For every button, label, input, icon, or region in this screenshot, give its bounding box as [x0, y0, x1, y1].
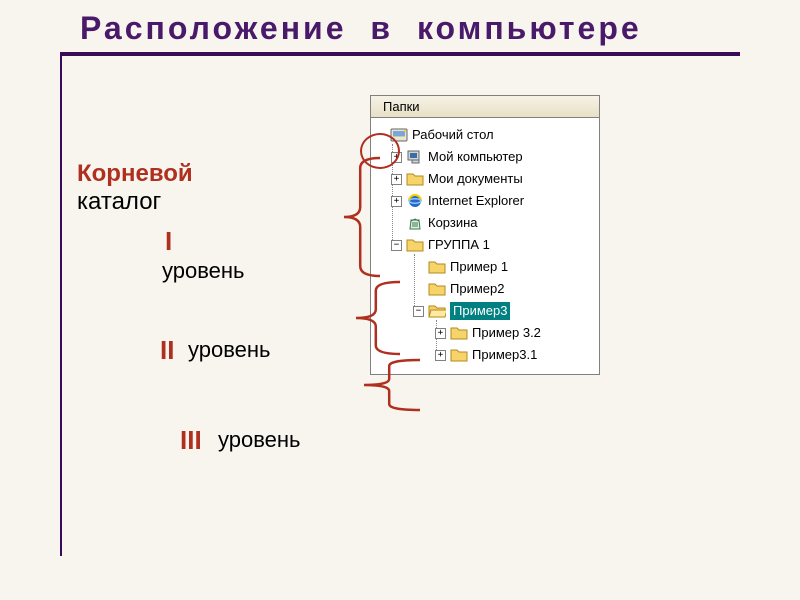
folder-closed-icon [428, 259, 446, 275]
recycle-icon [406, 215, 424, 231]
page-title: Расположение в компьютере [80, 10, 642, 47]
expander-icon [413, 262, 424, 273]
expander-icon[interactable]: + [435, 328, 446, 339]
tree-item-label: Мои документы [428, 170, 523, 188]
tree-item[interactable]: − ГРУППА 1 [375, 234, 595, 256]
root-label-1: Корневой [77, 160, 193, 188]
tree-item[interactable]: +Мой компьютер [375, 146, 595, 168]
tree-item[interactable]: Рабочий стол [375, 124, 595, 146]
tree-item-label: Пример2 [450, 280, 504, 298]
tree-item-label: Корзина [428, 214, 478, 232]
expander-icon [391, 218, 402, 229]
folder-tree[interactable]: Рабочий стол+Мой компьютер+Мои документы… [371, 118, 599, 374]
tree-item-label: Пример3 [450, 302, 510, 320]
folder-open-icon [428, 303, 446, 319]
root-label-2: каталог [77, 188, 161, 216]
level2-label: уровень [188, 337, 271, 363]
title-vertical-line [60, 56, 62, 556]
expander-icon[interactable]: − [391, 240, 402, 251]
folder-closed-icon [450, 347, 468, 363]
tree-item-label: Рабочий стол [412, 126, 494, 144]
annotation-circle-root [360, 133, 400, 169]
expander-icon[interactable]: + [391, 196, 402, 207]
level2-numeral: II [160, 335, 174, 366]
tree-item-label: Internet Explorer [428, 192, 524, 210]
tree-item[interactable]: Пример 1 [375, 256, 595, 278]
tree-item-label: Мой компьютер [428, 148, 523, 166]
tree-item[interactable]: Пример2 [375, 278, 595, 300]
tree-item[interactable]: + Пример3.1 [375, 344, 595, 366]
level1-numeral: I [165, 226, 172, 257]
folder-closed-icon [450, 325, 468, 341]
tree-item[interactable]: + Internet Explorer [375, 190, 595, 212]
tree-item-label: ГРУППА 1 [428, 236, 490, 254]
tree-item[interactable]: − Пример3 [375, 300, 595, 322]
ie-icon [406, 193, 424, 209]
level3-label: уровень [218, 427, 301, 453]
tree-item[interactable]: Корзина [375, 212, 595, 234]
expander-icon[interactable]: − [413, 306, 424, 317]
tree-item-label: Пример3.1 [472, 346, 537, 364]
level3-numeral: III [180, 425, 202, 456]
panel-titlebar: Папки [371, 96, 599, 118]
tree-item[interactable]: + Мои документы [375, 168, 595, 190]
tree-item-label: Пример 3.2 [472, 324, 541, 342]
folder-icon [406, 171, 424, 187]
title-underline [60, 52, 740, 56]
panel-tab-folders[interactable]: Папки [371, 96, 432, 118]
level1-label: уровень [162, 258, 245, 284]
folder-closed-icon [428, 281, 446, 297]
tree-item-label: Пример 1 [450, 258, 508, 276]
expander-icon[interactable]: + [391, 174, 402, 185]
folder-icon [406, 237, 424, 253]
computer-icon [406, 149, 424, 165]
expander-icon[interactable]: + [435, 350, 446, 361]
folders-panel: Папки Рабочий стол+Мой компьютер+Мои док… [370, 95, 600, 375]
tree-item[interactable]: + Пример 3.2 [375, 322, 595, 344]
expander-icon [413, 284, 424, 295]
